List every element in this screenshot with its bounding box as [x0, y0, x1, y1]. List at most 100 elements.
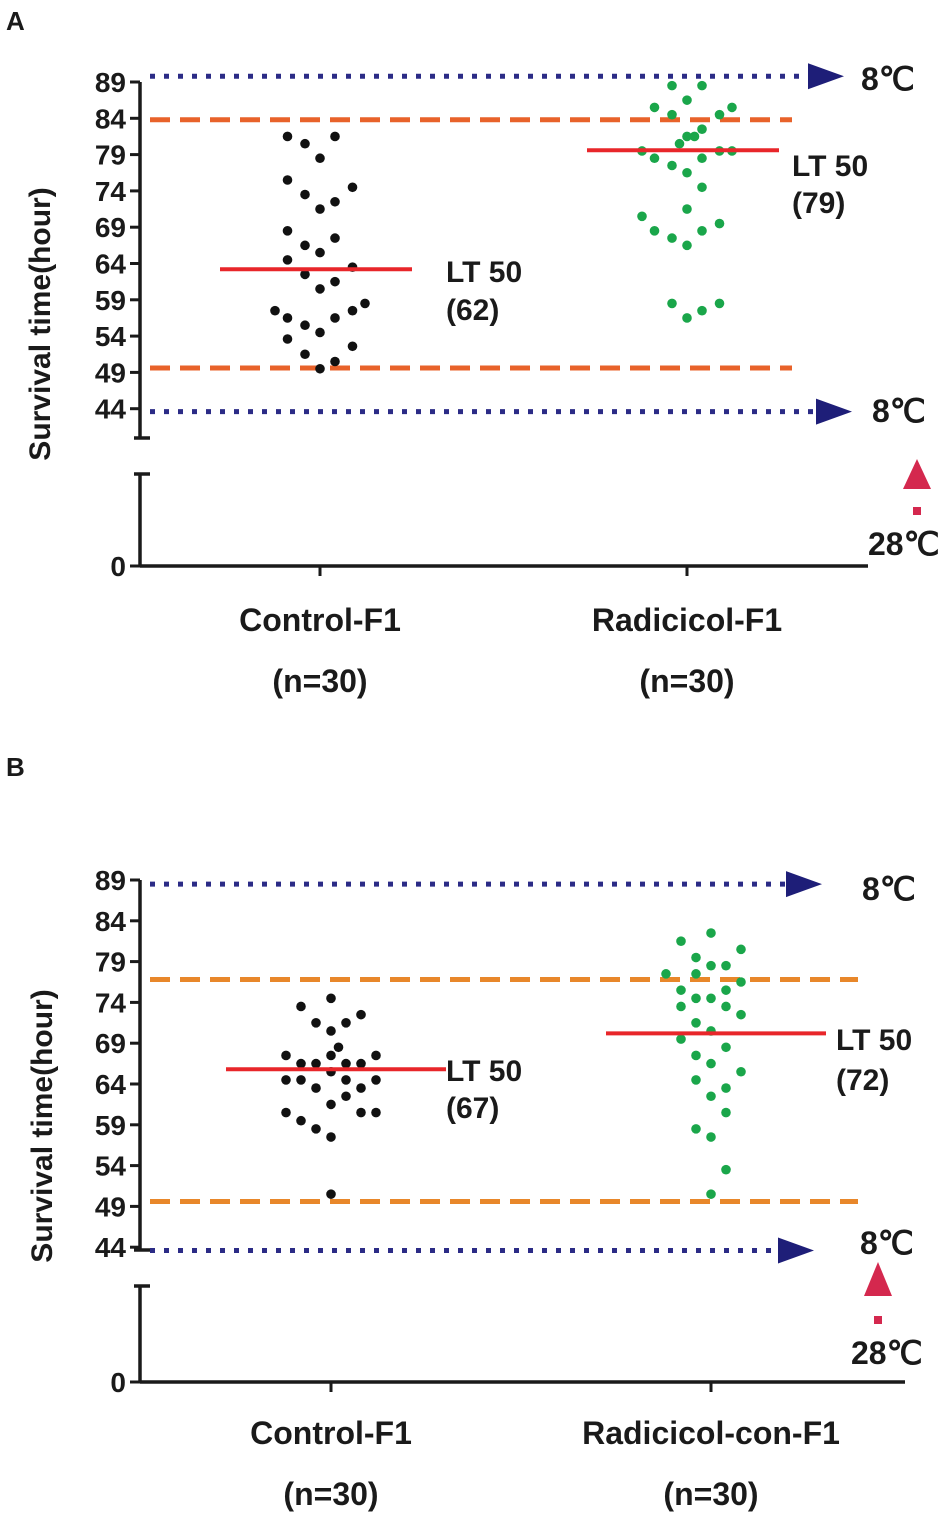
temp-label-bottom: 8℃ [860, 1225, 914, 1261]
y-tick-label: 89 [95, 67, 126, 98]
control-data-point [311, 1083, 321, 1093]
control-data-point [311, 1018, 321, 1028]
control-data-point [281, 1107, 291, 1118]
control-data-point [315, 363, 325, 374]
y-tick-label: 84 [95, 906, 127, 937]
control-data-point [333, 1042, 344, 1053]
category-n-label: (n=30) [639, 663, 734, 699]
y-tick-label: 54 [95, 1151, 127, 1182]
y-tick-label: 89 [95, 865, 126, 896]
warm-square-icon [874, 1316, 882, 1324]
control-data-point [296, 1115, 306, 1126]
control-data-point [281, 1050, 291, 1061]
treated-data-point [727, 102, 737, 113]
warm-square-icon [913, 507, 921, 515]
control-data-point [326, 1189, 336, 1199]
control-data-point [300, 189, 310, 200]
y-tick-label: 44 [95, 394, 127, 425]
temp-label-top: 8℃ [861, 61, 915, 97]
y-tick-label: 44 [95, 1232, 127, 1263]
control-data-point [282, 334, 293, 344]
treated-data-point [721, 1107, 731, 1118]
treated-data-point [682, 313, 692, 323]
treated-data-point [691, 1050, 701, 1061]
treated-data-point [697, 153, 707, 164]
control-data-point [360, 298, 370, 309]
treated-data-point [674, 138, 685, 149]
control-data-point [371, 1050, 381, 1061]
control-data-point [330, 313, 340, 323]
temp-arrow-top-icon [786, 871, 822, 898]
treated-data-point [706, 993, 716, 1004]
lt50-label: LT 50 [446, 256, 522, 289]
control-data-point [281, 1075, 291, 1085]
treated-data-point [721, 1164, 731, 1175]
treated-data-point [721, 1042, 731, 1053]
treated-data-point [676, 936, 686, 946]
temp-arrow-top-icon [808, 63, 844, 90]
treated-data-point [697, 226, 707, 236]
category-label: Control-F1 [239, 602, 401, 638]
control-data-point [296, 1075, 306, 1085]
control-data-point [356, 1058, 366, 1069]
treated-data-point [706, 928, 716, 938]
control-data-point [300, 138, 310, 149]
temp-label-bottom: 8℃ [872, 393, 926, 429]
treated-data-point [697, 182, 707, 193]
warm-temp-label: 28℃ [851, 1335, 923, 1371]
treated-data-point [721, 1001, 731, 1012]
category-n-label: (n=30) [272, 663, 367, 699]
treated-data-point [706, 1091, 716, 1102]
treated-data-point [697, 124, 707, 134]
treated-data-point [691, 1124, 701, 1134]
treated-data-point [691, 969, 701, 979]
treated-data-point [691, 1075, 701, 1085]
treated-data-point [676, 985, 686, 995]
panel-label: B [6, 752, 25, 782]
y-tick-label: 54 [95, 321, 127, 352]
treated-data-point [676, 1034, 686, 1044]
lt50-value: (72) [836, 1064, 889, 1097]
treated-data-point [714, 298, 725, 309]
category-label: Control-F1 [250, 1415, 412, 1451]
control-data-point [300, 240, 310, 251]
treated-data-point [736, 944, 746, 955]
panel-a: A Survival time(hour) 89 84 79 74 69 64 59 54 49 44… [6, 6, 940, 699]
treated-data-point [649, 153, 660, 164]
treated-data-point [682, 131, 692, 142]
treated-data-point [691, 1018, 701, 1028]
lt50-value: (62) [446, 294, 499, 327]
y-tick-label-zero: 0 [110, 551, 126, 582]
control-data-point [282, 131, 293, 142]
y-tick-label: 79 [95, 140, 126, 171]
warm-triangle-icon [864, 1262, 892, 1296]
control-data-point [311, 1058, 321, 1069]
treated-data-point [649, 226, 660, 236]
panel-b: B Survival time(hour) 89 84 79 74 69 64 59 54 49 44… [6, 752, 923, 1512]
control-data-point [315, 153, 325, 164]
y-tick-label: 49 [95, 357, 126, 388]
category-n-label: (n=30) [283, 1476, 378, 1512]
control-data-point [330, 233, 340, 243]
treated-data-point [667, 298, 677, 309]
treated-data-point [706, 1058, 716, 1069]
treated-data-point [682, 95, 692, 105]
category-label: Radicicol-F1 [592, 602, 782, 638]
warm-triangle-icon [903, 459, 931, 489]
temp-arrow-bottom-icon [816, 398, 852, 425]
control-data-point [330, 131, 340, 142]
control-data-point [347, 305, 358, 316]
treated-data-point [706, 1132, 716, 1142]
control-data-point [326, 1132, 336, 1142]
treated-data-point [667, 160, 677, 171]
treated-data-point [714, 218, 725, 229]
treated-data-point [649, 102, 660, 113]
treated-data-point [689, 131, 700, 142]
control-data-point [356, 1009, 366, 1020]
category-n-label: (n=30) [663, 1476, 758, 1512]
treated-data-point [637, 211, 647, 222]
control-data-point [282, 175, 293, 185]
y-tick-label: 84 [95, 103, 127, 134]
control-data-point [296, 1058, 306, 1069]
